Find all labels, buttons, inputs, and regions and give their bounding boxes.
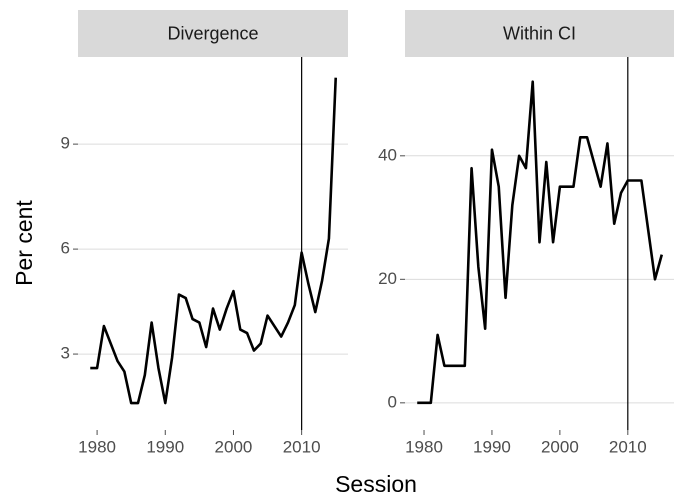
x-tick-label: 1990 <box>473 437 511 456</box>
strip <box>78 10 348 57</box>
data-line <box>90 77 338 405</box>
x-tick-label: 1990 <box>146 437 184 456</box>
x-tick-label: 2000 <box>215 437 253 456</box>
y-tick-label: 40 <box>378 145 397 164</box>
x-axis-title: Session <box>335 471 417 497</box>
data-line <box>417 80 664 405</box>
strip <box>405 10 674 57</box>
x-tick-label: 2010 <box>283 437 321 456</box>
strip-title: Within CI <box>503 23 576 43</box>
y-axis-title: Per cent <box>11 200 37 286</box>
strip-title: Divergence <box>167 23 258 43</box>
y-tick-label: 3 <box>61 344 70 363</box>
x-tick-label: 2000 <box>541 437 579 456</box>
y-tick-label: 20 <box>378 269 397 288</box>
y-tick-label: 0 <box>388 392 397 411</box>
y-tick-label: 9 <box>61 134 70 153</box>
x-tick-label: 1980 <box>78 437 116 456</box>
x-tick-label: 2010 <box>609 437 647 456</box>
x-tick-label: 1980 <box>405 437 443 456</box>
y-tick-label: 6 <box>61 239 70 258</box>
